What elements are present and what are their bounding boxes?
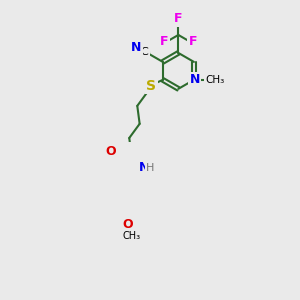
Text: N: N xyxy=(131,41,141,54)
Text: F: F xyxy=(174,12,183,26)
Text: CH₃: CH₃ xyxy=(206,75,225,85)
Text: H: H xyxy=(146,163,154,173)
Text: C: C xyxy=(141,47,148,57)
Text: F: F xyxy=(189,34,197,48)
Text: N: N xyxy=(190,74,200,86)
Text: S: S xyxy=(146,79,157,92)
Text: O: O xyxy=(106,145,116,158)
Text: CH₃: CH₃ xyxy=(123,231,141,241)
Text: N: N xyxy=(139,161,149,174)
Text: F: F xyxy=(160,34,168,48)
Text: O: O xyxy=(122,218,133,231)
